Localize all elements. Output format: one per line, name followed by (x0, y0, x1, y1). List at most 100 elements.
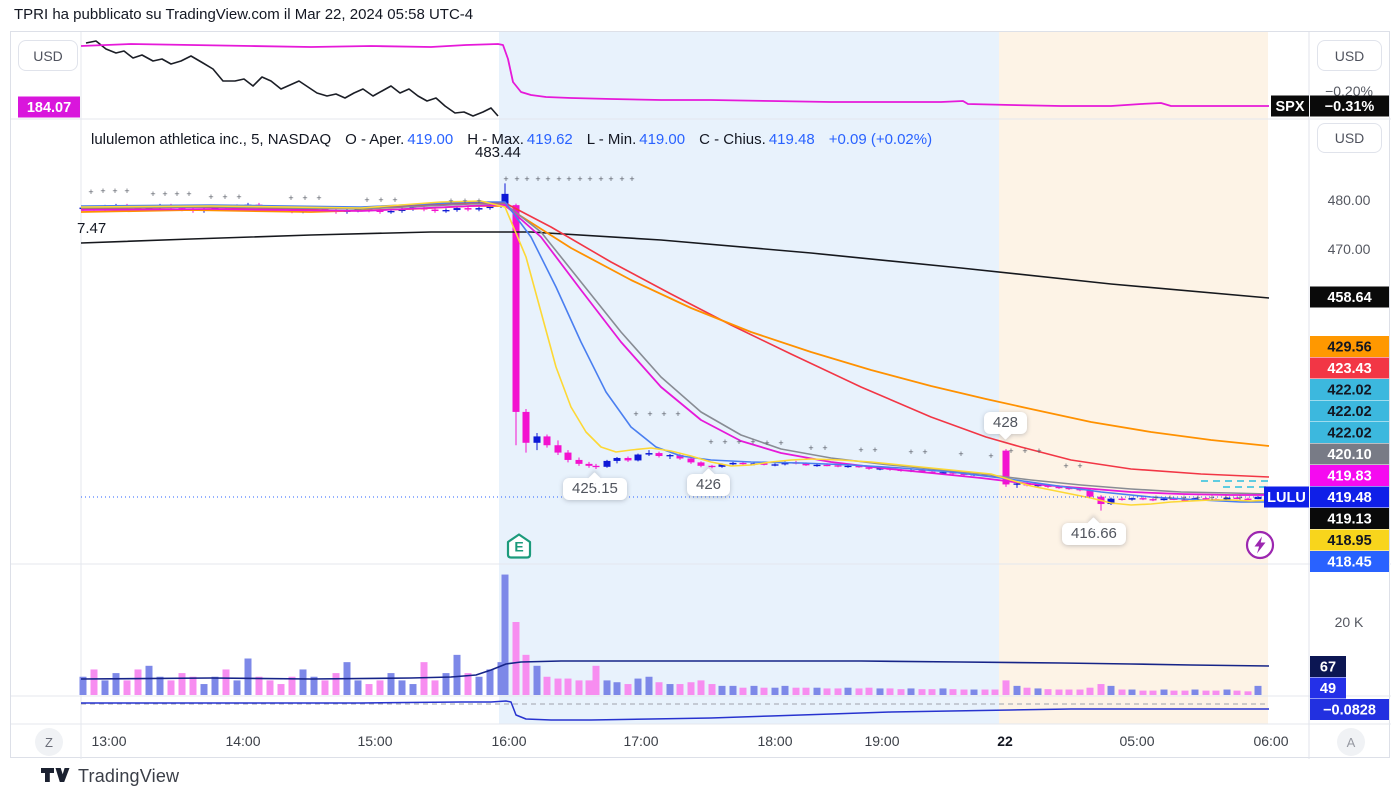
volume-bar (564, 678, 572, 695)
trade-marker: + (736, 437, 741, 447)
volume-bar (288, 676, 296, 695)
volume-bar (844, 687, 852, 695)
volume-bar (255, 676, 263, 695)
volume-bar (781, 685, 789, 695)
price-tick: 20 K (1335, 614, 1364, 630)
publish-header: TPRI ha pubblicato su TradingView.com il… (14, 6, 474, 23)
price-badge (1310, 443, 1389, 465)
volume-bar (960, 689, 968, 695)
chart-svg[interactable]: + + + + + + + + + + + + + + + + + + + + + + + + + + + + + + + + + + + + + + + +… (11, 32, 1391, 759)
volume-bar (613, 682, 621, 695)
volume-bar (666, 684, 674, 695)
candle-body (687, 458, 695, 463)
volume-bar (876, 688, 884, 695)
time-axis-label[interactable]: 19:00 (864, 733, 899, 749)
candle-body (1118, 498, 1126, 500)
volume-bar (1013, 685, 1021, 695)
price-tick: 470.00 (1328, 241, 1371, 257)
time-axis-label[interactable]: 17:00 (623, 733, 658, 749)
candle-body (865, 467, 873, 469)
time-axis-label[interactable]: 06:00 (1253, 733, 1288, 749)
volume-bar (645, 676, 653, 695)
trade-marker: + (633, 409, 638, 419)
volume-bar (266, 680, 274, 695)
volume-bar (928, 689, 936, 695)
volume-bar (420, 662, 428, 695)
price-badge-label: 419.48 (1327, 490, 1371, 506)
price-badge-label: −0.0828 (1323, 703, 1376, 719)
time-axis-label[interactable]: 15:00 (357, 733, 392, 749)
price-badge-label: 418.45 (1327, 555, 1371, 571)
time-axis-label[interactable]: 14:00 (225, 733, 260, 749)
volume-bar (718, 685, 726, 695)
volume-bar (918, 689, 926, 695)
price-badge-label: 458.64 (1327, 290, 1371, 306)
candle-body (575, 459, 583, 464)
price-badge (1310, 379, 1389, 400)
volume-bar (771, 687, 779, 695)
trade-marker: + (908, 447, 913, 457)
candle-body (585, 463, 593, 466)
callout-428[interactable]: 428 (984, 412, 1028, 434)
callout-425-15[interactable]: 425.15 (563, 478, 627, 500)
candle-body (771, 464, 779, 466)
candle-body (834, 465, 842, 467)
currency-toggle-right[interactable]: USD (1317, 40, 1382, 71)
currency-toggle-main[interactable]: USD (1317, 123, 1382, 153)
earnings-icon[interactable]: E (505, 532, 533, 565)
trade-marker: + (1022, 446, 1027, 456)
time-axis-label[interactable]: 05:00 (1119, 733, 1154, 749)
price-badge-label: 418.95 (1327, 533, 1371, 549)
timezone-button[interactable]: Z (35, 728, 63, 756)
volume-bar (897, 689, 905, 695)
trade-marker: + (629, 174, 634, 184)
volume-bar (101, 680, 109, 695)
candle-body (876, 468, 884, 470)
currency-toggle-left[interactable]: USD (18, 40, 78, 71)
time-axis-label[interactable]: 16:00 (491, 733, 526, 749)
volume-bar (189, 676, 197, 695)
callout-416-66[interactable]: 416.66 (1062, 523, 1126, 545)
trade-marker: + (162, 189, 167, 199)
trade-marker: + (124, 186, 129, 196)
volume-bar (332, 673, 340, 695)
trade-marker: + (112, 186, 117, 196)
volume-bar (760, 687, 768, 695)
time-axis-label[interactable]: 18:00 (757, 733, 792, 749)
trade-marker: + (208, 192, 213, 202)
candle-body (802, 463, 810, 466)
symbol-price-tag (1264, 486, 1309, 508)
volume-bar (178, 673, 186, 695)
time-axis-label[interactable]: 13:00 (91, 733, 126, 749)
volume-bar (145, 665, 153, 695)
candle-body (739, 462, 747, 465)
trade-marker: + (1036, 446, 1041, 456)
price-badge-label: 419.13 (1327, 512, 1371, 528)
candle-body (1170, 498, 1178, 500)
candle-body (813, 464, 821, 467)
candle-body (1086, 490, 1094, 497)
callout-426[interactable]: 426 (687, 474, 731, 496)
candle-body (1065, 487, 1073, 490)
trade-marker: + (872, 445, 877, 455)
trade-marker: + (236, 192, 241, 202)
symbol-legend[interactable]: lululemon athletica inc., 5, NASDAQ O - … (91, 131, 932, 148)
trade-marker: + (503, 174, 508, 184)
tradingview-brand-text: TradingView (78, 766, 180, 786)
tradingview-footer[interactable]: TradingView (40, 766, 179, 787)
candle-body (453, 208, 461, 211)
volume-bar (475, 676, 483, 695)
price-badge-label: 423.43 (1327, 361, 1371, 377)
candle-body (708, 465, 716, 468)
time-axis-label[interactable]: 22 (997, 733, 1013, 749)
ohlc-high-value: 419.62 (526, 131, 573, 148)
auto-scale-button[interactable]: A (1337, 728, 1365, 756)
volume-bar (981, 689, 989, 695)
trade-marker: + (822, 443, 827, 453)
candle-body (624, 457, 632, 461)
price-badge (1310, 400, 1389, 422)
trade-marker: + (1063, 461, 1068, 471)
lightning-icon[interactable] (1244, 529, 1276, 566)
candle-body (613, 457, 621, 461)
trade-marker: + (1237, 493, 1242, 503)
